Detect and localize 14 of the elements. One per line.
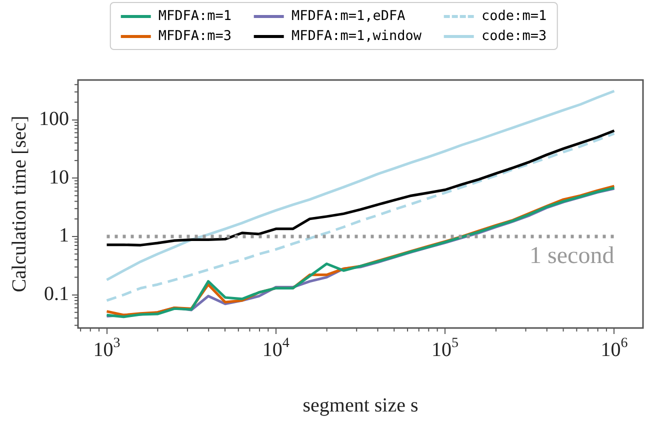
legend-label: MFDFA:m=1 xyxy=(158,8,232,24)
line-series xyxy=(105,132,616,302)
legend-label: MFDFA:m=1,eDFA xyxy=(292,8,406,24)
ref-line-label: 1 second xyxy=(530,242,614,269)
x-axis-title: segment size s xyxy=(302,394,418,416)
y-tick-label: 10 xyxy=(49,166,69,188)
y-tick-label: 0.1 xyxy=(44,283,69,306)
legend-label: code:m=3 xyxy=(482,28,547,44)
legend-label: MFDFA:m=3 xyxy=(158,28,232,44)
legend-label: code:m=1 xyxy=(482,8,547,24)
y-axis-title: Calculation time [sec] xyxy=(8,116,30,292)
legend-label: MFDFA:m=1,window xyxy=(292,28,422,44)
y-tick-label: 100 xyxy=(39,108,69,130)
y-tick-label: 1 xyxy=(59,224,69,247)
